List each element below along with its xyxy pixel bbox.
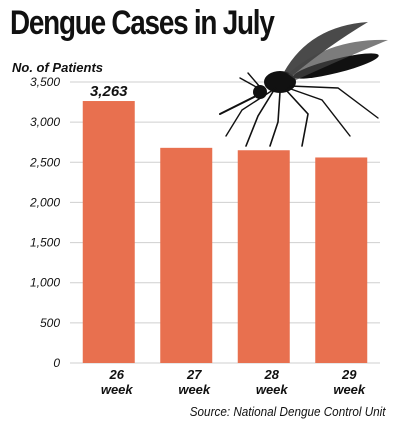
x-tick-label: 29 <box>341 367 357 382</box>
bar <box>315 157 368 363</box>
mosquito-icon <box>219 22 388 147</box>
y-axis-label: No. of Patients <box>12 60 104 75</box>
x-tick-label: week <box>333 382 366 397</box>
y-tick-label: 0 <box>53 356 60 370</box>
y-tick-label: 3,500 <box>30 75 60 89</box>
x-tick-label: 28 <box>264 367 280 382</box>
bar <box>82 101 135 364</box>
y-tick-label: 1,500 <box>30 236 60 250</box>
chart-title: Dengue Cases in July <box>10 4 275 42</box>
bar <box>160 147 213 363</box>
x-tick-label: week <box>101 382 134 397</box>
y-tick-label: 500 <box>40 316 60 330</box>
y-tick-label: 1,000 <box>30 276 60 290</box>
y-tick-label: 2,000 <box>29 195 60 209</box>
source-note: Source: National Dengue Control Unit <box>190 404 386 419</box>
y-tick-label: 3,000 <box>30 115 60 129</box>
x-tick-label: 26 <box>109 367 125 382</box>
x-tick-label: week <box>178 382 211 397</box>
bar <box>237 150 290 363</box>
y-tick-label: 2,500 <box>29 155 60 169</box>
data-label: 3,263 <box>90 83 128 100</box>
x-tick-label: week <box>256 382 289 397</box>
x-tick-label: 27 <box>186 367 202 382</box>
